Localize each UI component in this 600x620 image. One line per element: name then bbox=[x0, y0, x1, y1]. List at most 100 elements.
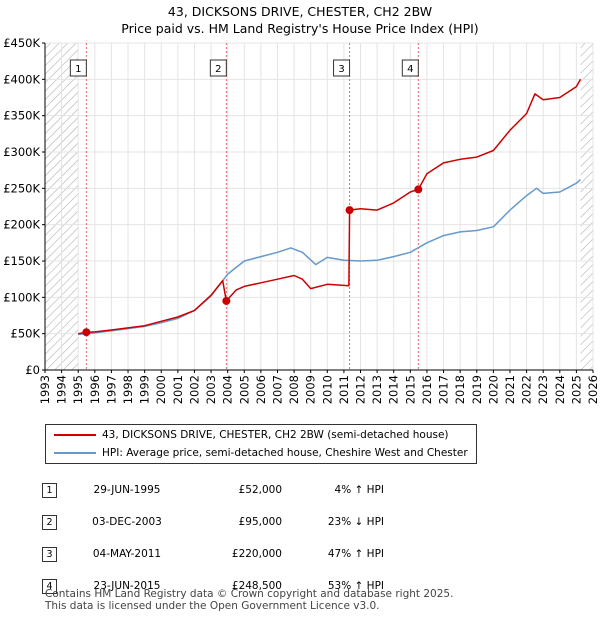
sale-number: 4 bbox=[42, 578, 57, 594]
x-tick-label: 1998 bbox=[121, 375, 135, 404]
x-tick-label: 2022 bbox=[520, 375, 534, 404]
x-tick-label: 1994 bbox=[55, 375, 69, 404]
x-tick-label: 2025 bbox=[569, 375, 583, 404]
footer-line2: This data is licensed under the Open Gov… bbox=[45, 600, 380, 612]
sale-date: 03-DEC-2003 bbox=[92, 516, 162, 528]
x-tick-label: 1999 bbox=[138, 375, 152, 404]
legend-swatch-property bbox=[54, 434, 96, 436]
chart-legend: 43, DICKSONS DRIVE, CHESTER, CH2 2BW (se… bbox=[45, 424, 477, 464]
x-tick-label: 2010 bbox=[320, 375, 334, 404]
sale-hpi-relation: 53% ↑ HPI bbox=[327, 580, 384, 592]
sales-table: 1 29-JUN-1995 £52,000 4% ↑ HPI 2 03-DEC-2003 £… bbox=[42, 474, 384, 602]
sale-date: 04-MAY-2011 bbox=[92, 548, 162, 560]
x-tick-label: 2000 bbox=[154, 375, 168, 404]
x-tick-label: 1995 bbox=[71, 375, 85, 404]
series-line-hpi bbox=[78, 179, 581, 336]
sale-hpi-relation: 47% ↑ HPI bbox=[327, 548, 384, 560]
sale-price: £220,000 bbox=[231, 548, 282, 560]
y-tick-label: £250K bbox=[3, 181, 40, 195]
title-line2: Price paid vs. HM Land Registry's House … bbox=[121, 21, 479, 36]
sale-hpi-relation: 4% ↑ HPI bbox=[334, 484, 384, 496]
sale-marker-box bbox=[333, 59, 351, 77]
x-tick-label: 2008 bbox=[287, 375, 301, 404]
x-tick-label: 2016 bbox=[420, 375, 434, 404]
sale-date: 23-JUN-2015 bbox=[93, 580, 161, 592]
x-tick-label: 2004 bbox=[221, 375, 235, 404]
x-tick-label: 2012 bbox=[354, 375, 368, 404]
sale-price: £248,500 bbox=[231, 580, 282, 592]
sale-price: £95,000 bbox=[238, 516, 282, 528]
sale-number: 2 bbox=[42, 514, 57, 530]
sale-marker-box bbox=[209, 59, 227, 77]
chart-title: 43, DICKSONS DRIVE, CHESTER, CH2 2BW Pri… bbox=[0, 3, 600, 37]
x-tick-label: 2006 bbox=[254, 375, 268, 404]
sale-number-cell: 1 bbox=[42, 474, 72, 506]
x-tick-label: 2011 bbox=[337, 375, 351, 404]
sale-marker-label: 4 bbox=[407, 64, 413, 75]
x-tick-label: 2005 bbox=[237, 375, 251, 404]
x-tick-label: 2002 bbox=[187, 375, 201, 404]
sale-point bbox=[345, 206, 354, 215]
x-tick-label: 1997 bbox=[104, 375, 118, 404]
sale-hpi-relation: 23% ↓ HPI bbox=[327, 516, 384, 528]
y-tick-label: £300K bbox=[3, 145, 40, 159]
x-tick-label: 2017 bbox=[437, 375, 451, 404]
x-tick-label: 2013 bbox=[370, 375, 384, 404]
sale-number: 1 bbox=[42, 482, 57, 498]
y-tick-label: £200K bbox=[3, 218, 40, 232]
footer-line1: Contains HM Land Registry data © Crown c… bbox=[45, 588, 454, 600]
x-tick-label: 2007 bbox=[270, 375, 284, 404]
y-tick-label: £400K bbox=[3, 72, 40, 86]
x-tick-label: 2003 bbox=[204, 375, 218, 404]
sale-point bbox=[82, 328, 91, 337]
sale-marker-label: 3 bbox=[338, 64, 344, 75]
sale-row: 3 04-MAY-2011 £220,000 47% ↑ HPI bbox=[42, 538, 384, 570]
x-tick-label: 2019 bbox=[470, 375, 484, 404]
x-tick-label: 2020 bbox=[486, 375, 500, 404]
sale-row: 1 29-JUN-1995 £52,000 4% ↑ HPI bbox=[42, 474, 384, 506]
x-tick-label: 2001 bbox=[171, 375, 185, 404]
y-tick-label: £50K bbox=[11, 327, 41, 341]
sale-point bbox=[414, 185, 423, 194]
x-tick-label: 2023 bbox=[536, 375, 550, 404]
x-tick-label: 1996 bbox=[88, 375, 102, 404]
y-tick-label: £100K bbox=[3, 290, 40, 304]
y-tick-label: £350K bbox=[3, 109, 40, 123]
sale-point bbox=[222, 296, 231, 305]
title-line1: 43, DICKSONS DRIVE, CHESTER, CH2 2BW bbox=[167, 4, 433, 19]
x-tick-label: 2026 bbox=[586, 375, 600, 404]
sale-marker-label: 1 bbox=[75, 64, 81, 75]
x-tick-label: 2018 bbox=[453, 375, 467, 404]
plot-area bbox=[45, 43, 593, 370]
y-tick-label: £150K bbox=[3, 254, 40, 268]
x-tick-label: 2009 bbox=[304, 375, 318, 404]
sale-number-cell: 3 bbox=[42, 538, 72, 570]
sale-marker-box bbox=[401, 59, 419, 77]
sale-number-cell: 4 bbox=[42, 570, 72, 602]
sale-marker-box bbox=[69, 59, 87, 77]
y-tick-label: £0 bbox=[25, 363, 40, 377]
legend-item-property: 43, DICKSONS DRIVE, CHESTER, CH2 2BW (se… bbox=[54, 426, 449, 444]
x-tick-label: 2024 bbox=[553, 375, 567, 404]
legend-item-hpi: HPI: Average price, semi-detached house,… bbox=[54, 444, 468, 462]
sale-marker-label: 2 bbox=[215, 64, 221, 75]
x-tick-label: 2021 bbox=[503, 375, 517, 404]
x-tick-label: 2015 bbox=[403, 375, 417, 404]
legend-label-property: 43, DICKSONS DRIVE, CHESTER, CH2 2BW (se… bbox=[102, 429, 449, 441]
price-chart: 1 2 3 4 £0 £50K £100K £150K £200K £250K £300K £350K… bbox=[3, 36, 600, 404]
sale-number-cell: 2 bbox=[42, 506, 72, 538]
legend-swatch-hpi bbox=[54, 452, 96, 454]
sale-row: 2 03-DEC-2003 £95,000 23% ↓ HPI bbox=[42, 506, 384, 538]
series-line-property bbox=[78, 78, 582, 335]
legend-label-hpi: HPI: Average price, semi-detached house,… bbox=[102, 447, 468, 459]
sale-number: 3 bbox=[42, 546, 57, 562]
y-tick-label: £450K bbox=[3, 36, 40, 50]
no-data-region-right bbox=[580, 43, 593, 370]
sale-price: £52,000 bbox=[238, 484, 282, 496]
sale-row: 4 23-JUN-2015 £248,500 53% ↑ HPI bbox=[42, 570, 384, 602]
x-tick-label: 2014 bbox=[387, 375, 401, 404]
sale-date: 29-JUN-1995 bbox=[93, 484, 161, 496]
x-tick-label: 1993 bbox=[38, 375, 52, 404]
footer: Contains HM Land Registry data © Crown c… bbox=[45, 588, 453, 612]
